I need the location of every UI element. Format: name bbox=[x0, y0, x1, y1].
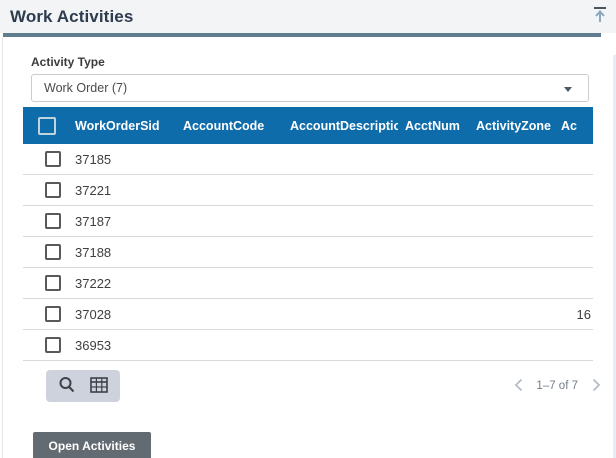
table-row[interactable]: 37185 bbox=[23, 144, 593, 175]
previous-page-button[interactable] bbox=[512, 378, 524, 395]
workordersid-cell: 37028 bbox=[75, 306, 112, 322]
row-check-cell bbox=[23, 213, 68, 229]
workordersid-cell: 37187 bbox=[75, 213, 112, 229]
row-check-cell bbox=[23, 306, 68, 322]
column-header-acctnum[interactable]: AcctNum bbox=[405, 118, 460, 133]
grid-view-icon bbox=[90, 376, 108, 396]
grid-view-button[interactable] bbox=[88, 375, 110, 397]
workordersid-cell: 36953 bbox=[75, 337, 112, 353]
clipped-value-cell: 16 bbox=[576, 306, 591, 322]
grid-header-row: WorkOrderSid AccountCode AccountDescript… bbox=[23, 107, 593, 144]
collapse-panel-button[interactable] bbox=[590, 5, 610, 27]
column-header-workordersid[interactable]: WorkOrderSid bbox=[75, 118, 160, 133]
row-checkbox[interactable] bbox=[45, 275, 61, 291]
row-checkbox[interactable] bbox=[45, 182, 61, 198]
column-header-clipped[interactable]: Ac bbox=[561, 118, 577, 133]
table-row[interactable]: 37221 bbox=[23, 175, 593, 206]
select-all-checkbox[interactable] bbox=[38, 116, 56, 135]
grid-footer: 1–7 of 7 bbox=[46, 370, 616, 402]
column-header-activityzone[interactable]: ActivityZone bbox=[476, 118, 552, 133]
row-check-cell bbox=[23, 182, 68, 198]
row-checkbox[interactable] bbox=[45, 244, 61, 260]
search-button[interactable] bbox=[56, 375, 78, 397]
workordersid-cell: 37185 bbox=[75, 151, 112, 167]
table-row[interactable]: 37188 bbox=[23, 237, 593, 268]
workordersid-cell: 37188 bbox=[75, 244, 112, 260]
chevron-left-icon bbox=[514, 378, 523, 395]
table-row[interactable]: 37222 bbox=[23, 268, 593, 299]
table-row[interactable]: 36953 bbox=[23, 330, 593, 361]
column-header-accountdescription[interactable]: AccountDescription bbox=[290, 118, 398, 133]
header-select-all-cell bbox=[23, 116, 68, 135]
panel-titlebar: Work Activities bbox=[0, 0, 616, 33]
row-checkbox[interactable] bbox=[45, 337, 61, 353]
column-header-accountcode[interactable]: AccountCode bbox=[183, 118, 265, 133]
activity-type-dropdown[interactable]: Work Order (7) bbox=[31, 74, 589, 102]
open-activities-button[interactable]: Open Activities bbox=[33, 432, 151, 458]
title-divider bbox=[3, 33, 601, 37]
activity-type-filter: Activity Type Work Order (7) bbox=[31, 55, 589, 102]
row-checkbox[interactable] bbox=[45, 213, 61, 229]
grid-toolbar bbox=[46, 370, 120, 402]
activity-type-selected-value: Work Order (7) bbox=[44, 81, 128, 95]
page-title: Work Activities bbox=[10, 6, 134, 26]
activity-type-label: Activity Type bbox=[31, 55, 105, 69]
table-row[interactable]: 37187 bbox=[23, 206, 593, 237]
row-checkbox[interactable] bbox=[45, 306, 61, 322]
row-check-cell bbox=[23, 151, 68, 167]
search-icon bbox=[58, 376, 76, 397]
workordersid-cell: 37222 bbox=[75, 275, 112, 291]
chevron-down-icon bbox=[564, 87, 572, 92]
table-row[interactable]: 37028 16 bbox=[23, 299, 593, 330]
row-check-cell bbox=[23, 337, 68, 353]
workordersid-cell: 37221 bbox=[75, 182, 112, 198]
pagination-range-label: 1–7 of 7 bbox=[536, 380, 578, 392]
row-check-cell bbox=[23, 275, 68, 291]
row-check-cell bbox=[23, 244, 68, 260]
pagination: 1–7 of 7 bbox=[512, 378, 616, 395]
work-orders-grid: WorkOrderSid AccountCode AccountDescript… bbox=[23, 107, 600, 402]
panel-right-edge bbox=[613, 55, 616, 458]
next-page-button[interactable] bbox=[590, 378, 602, 395]
chevron-right-icon bbox=[592, 378, 601, 395]
collapse-up-icon bbox=[592, 6, 608, 27]
row-checkbox[interactable] bbox=[45, 151, 61, 167]
panel-left-border bbox=[2, 37, 3, 458]
